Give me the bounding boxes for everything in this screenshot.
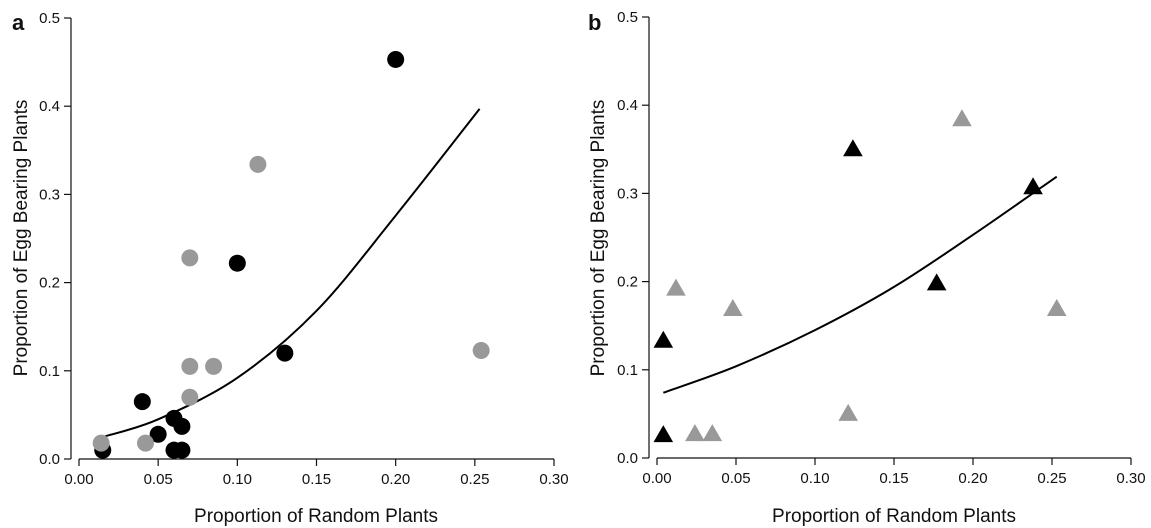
y-tick-label: 0.4 [617,97,638,114]
x-tick-label: 0.05 [144,471,173,488]
data-point-gray-triangle [723,298,743,316]
y-tick-label: 0.2 [617,274,638,291]
x-tick-label: 0.20 [958,470,987,487]
x-tick-label: 0.10 [800,470,829,487]
data-point-gray-circle [137,434,154,452]
data-point-gray-circle [181,249,199,267]
y-tick-label: 0.1 [39,363,60,380]
data-point-black-circle [387,50,405,68]
x-tick-label: 0.00 [642,470,671,487]
x-tick-label: 0.30 [1116,470,1145,487]
data-point-gray-triangle [685,424,705,442]
y-axis-title: Proportion of Egg Bearing Plants [588,100,609,377]
data-point-gray-circle [92,434,110,452]
y-tick-label: 0.3 [617,185,638,202]
data-point-gray-circle [249,155,267,173]
data-point-black-triangle [926,273,947,291]
data-point-black-circle [228,254,246,272]
x-tick-label: 0.00 [64,471,93,488]
x-tick-label: 0.20 [381,471,410,488]
y-axis-title: Proportion of Egg Bearing Plants [11,100,32,377]
data-point-black-triangle [843,139,863,157]
data-point-gray-triangle [666,278,686,296]
y-tick-label: 0.1 [617,362,638,379]
x-tick-label: 0.05 [721,470,750,487]
data-point-black-circle [173,417,191,435]
y-tick-label: 0.2 [39,275,60,292]
data-point-black-circle [276,344,294,362]
chart-panel-b: 0.00 0.05 0.10 0.15 0.20 0.25 0.30 0.0 0.1 0.2 0.3… [588,9,1146,527]
y-tick-label: 0.0 [39,451,60,468]
data-point-gray-triangle [838,403,858,421]
y-tick-label: 0.5 [617,9,638,26]
data-point-gray-triangle [702,424,723,442]
data-point-gray-circle [181,357,199,375]
x-tick-label: 0.10 [223,471,252,488]
x-axis-title: Proportion of Random Plants [194,506,438,527]
data-point-gray-circle [472,342,490,360]
panel-label: a [12,10,25,35]
x-tick-label: 0.25 [460,471,489,488]
data-point-black-triangle [653,330,674,348]
data-point-black-circle [149,425,167,443]
x-axis-title: Proportion of Random Plants [772,506,1016,527]
data-point-gray-circle [181,388,199,406]
data-point-black-triangle [653,425,674,443]
data-point-black-circle [133,393,151,411]
y-tick-label: 0.0 [617,450,638,467]
x-tick-label: 0.30 [539,471,568,488]
x-tick-label: 0.25 [1037,470,1066,487]
x-tick-label: 0.15 [302,471,331,488]
y-tick-label: 0.3 [39,186,60,203]
x-tick-label: 0.15 [879,470,908,487]
data-point-gray-triangle [952,109,972,127]
fit-curve [102,108,481,438]
data-point-gray-triangle [1046,298,1067,316]
y-tick-label: 0.4 [39,98,60,115]
y-tick-label: 0.5 [39,10,60,27]
data-point-black-circle [173,441,191,459]
data-point-black-triangle [1023,177,1043,195]
fit-curve [662,175,1058,394]
chart-panel-a: 0.00 0.05 0.10 0.15 0.20 0.25 0.30 0.0 0.1 0.2 0.3… [11,10,569,527]
panel-label: b [588,10,601,35]
data-point-gray-circle [205,357,223,375]
